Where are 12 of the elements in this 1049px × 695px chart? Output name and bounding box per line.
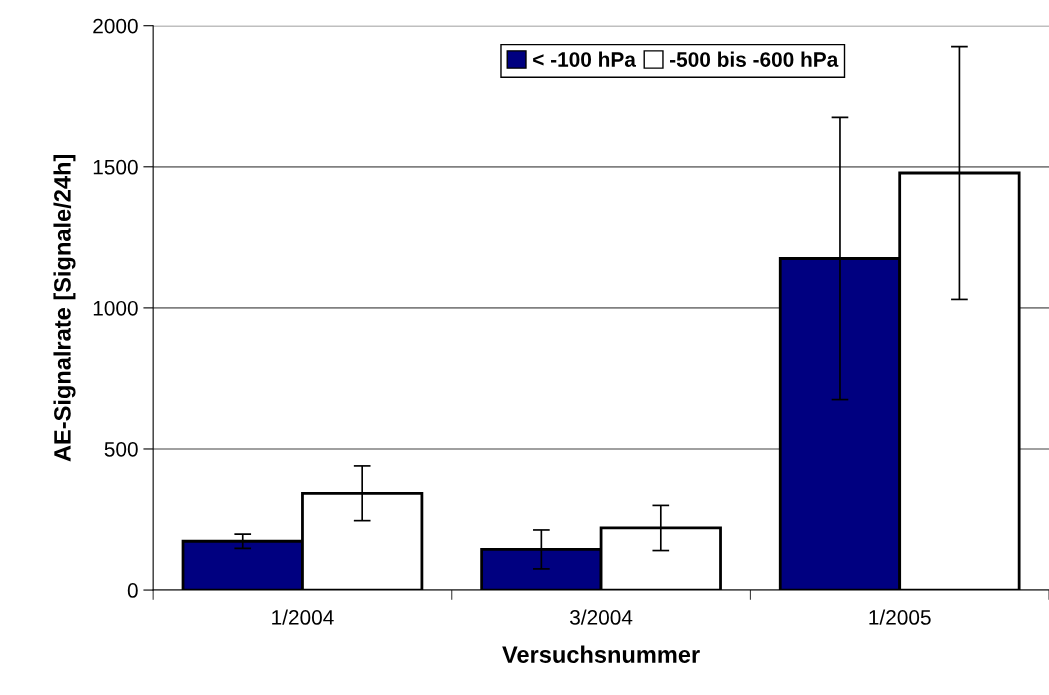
y-tick-label: 0 bbox=[127, 583, 138, 598]
x-tick-label: 1/2004 bbox=[272, 609, 334, 625]
y-tick-label: 2000 bbox=[93, 18, 138, 34]
legend-label: < -100 hPa bbox=[533, 51, 637, 67]
y-axis-title: AE-Signalrate [Signale/24h] bbox=[53, 155, 76, 462]
x-tick-label: 3/2004 bbox=[570, 609, 633, 625]
y-tick-label: 1000 bbox=[93, 300, 138, 316]
x-tick-label: 1/2005 bbox=[869, 609, 931, 625]
legend-label: -500 bis -600 hPa bbox=[670, 51, 839, 67]
y-tick-label: 500 bbox=[104, 441, 138, 457]
y-tick-label: 1500 bbox=[93, 159, 138, 175]
x-axis-title: Versuchsnummer bbox=[502, 645, 700, 663]
